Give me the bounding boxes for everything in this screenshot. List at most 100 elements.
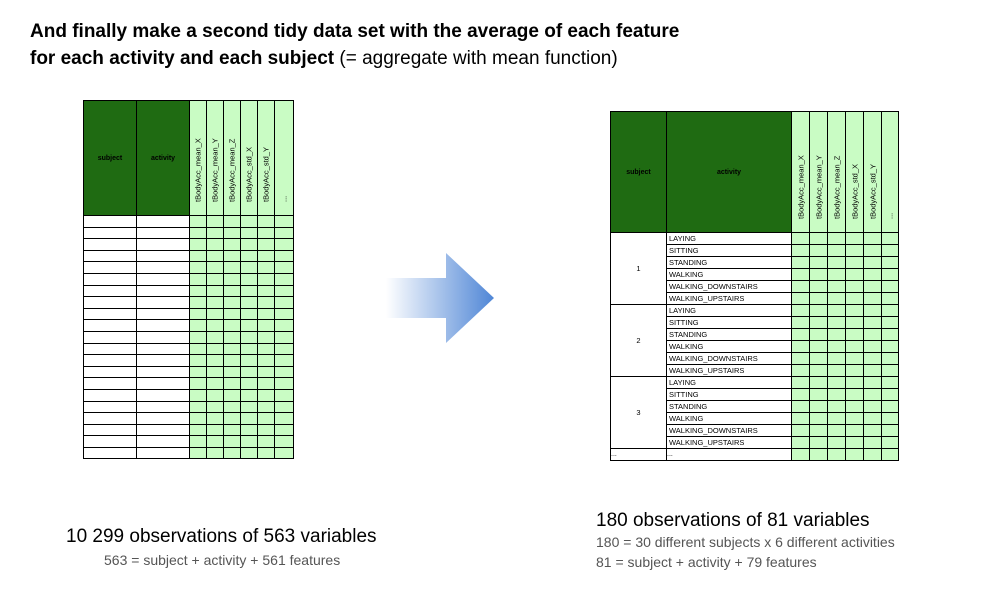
- right-feature-cell: [863, 436, 882, 449]
- right-feature-cell: [809, 352, 828, 365]
- left-table-row: [83, 249, 294, 263]
- left-table-row: [83, 330, 294, 344]
- left-feature-cell: [240, 388, 258, 402]
- left-feature-cell: [189, 377, 207, 390]
- left-feature-cell: [206, 238, 224, 251]
- left-feature-cell: [206, 261, 224, 274]
- left-feature-cell: [257, 261, 275, 274]
- right-feature-cell: [791, 244, 810, 257]
- left-feature-cell: [274, 307, 294, 321]
- right-table-row: SITTING: [611, 316, 899, 329]
- left-feature-cell: [206, 388, 224, 402]
- left-subject-cell: [83, 215, 137, 228]
- left-feature-cell: [223, 435, 241, 448]
- left-feature-cell: [206, 249, 224, 263]
- right-feature-cell: [845, 304, 864, 317]
- right-feature-cell: [809, 232, 828, 245]
- left-feature-cell: [257, 446, 275, 460]
- left-activity-cell: [136, 319, 190, 332]
- right-caption: 180 observations of 81 variables: [596, 510, 870, 531]
- right-feature-cell: [827, 328, 846, 341]
- left-feature-cell: [223, 400, 241, 414]
- left-table-row: [83, 272, 294, 286]
- left-feature-cell: [223, 365, 241, 379]
- title-line-2-bold: for each activity and each subject: [30, 48, 335, 69]
- left-feature-cell: [257, 238, 275, 251]
- left-activity-cell: [136, 272, 190, 286]
- left-feature-cell: [206, 272, 224, 286]
- left-feature-cell: [189, 365, 207, 379]
- right-feature-cell: [827, 340, 846, 353]
- right-feature-cell: [827, 400, 846, 413]
- left-table-row: [83, 284, 294, 298]
- right-feature-cell: [827, 316, 846, 329]
- left-table-row: [83, 446, 294, 460]
- slide-title: And finally make a second tidy data set …: [30, 18, 679, 72]
- right-table-row: SITTING: [611, 244, 899, 257]
- left-feature-cell: [223, 342, 241, 356]
- right-activity-cell: WALKING_UPSTAIRS: [666, 292, 792, 305]
- right-table-row: WALKING: [611, 412, 899, 425]
- left-feature-cell: [223, 238, 241, 251]
- left-subject-cell: [83, 446, 137, 460]
- right-feature-cell: [881, 304, 899, 317]
- right-feature-cell: [845, 388, 864, 401]
- right-feature-cell: [863, 304, 882, 317]
- left-feature-cell: [274, 388, 294, 402]
- left-subject-cell: [83, 423, 137, 437]
- right-ellipsis-row: ......: [610, 448, 899, 461]
- left-table-row: [83, 412, 294, 425]
- right-feature-cell: [809, 412, 828, 425]
- right-feature-cell: [827, 304, 846, 317]
- right-activity-cell: WALKING_DOWNSTAIRS: [666, 280, 792, 293]
- left-header-row: subject activity tBodyAcc_mean_X tBodyAc…: [83, 100, 294, 216]
- right-feature-cell: [845, 436, 864, 449]
- left-feature-cell: [223, 284, 241, 298]
- right-activity-cell: LAYING: [666, 232, 792, 245]
- left-feature-cell: [240, 307, 258, 321]
- right-feature-cell: [863, 412, 882, 425]
- left-feature-cell: [240, 330, 258, 344]
- left-feature-cell: [274, 446, 294, 460]
- left-activity-cell: [136, 330, 190, 344]
- left-feature-cell: [257, 377, 275, 390]
- right-feature-cell: [863, 340, 882, 353]
- right-feature-cell: [791, 292, 810, 305]
- left-feature-cell: [189, 272, 207, 286]
- right-subject-cell: 1: [610, 232, 667, 305]
- right-feature-cell: [863, 244, 882, 257]
- left-feature-cell: [223, 226, 241, 240]
- left-feature-cell: [240, 423, 258, 437]
- left-subject-cell: [83, 388, 137, 402]
- right-activity-cell: STANDING: [666, 400, 792, 413]
- right-feature-cell: [809, 376, 828, 389]
- right-feature-cell: [881, 292, 899, 305]
- right-feature-cell: [863, 328, 882, 341]
- left-feature-cell: [189, 284, 207, 298]
- right-feature-cell: [827, 232, 846, 245]
- left-table-row: [83, 238, 294, 251]
- left-feature-cell: [223, 307, 241, 321]
- left-feature-cell: [189, 388, 207, 402]
- right-feature-cell: [827, 256, 846, 269]
- left-feature-cell: [189, 423, 207, 437]
- right-feature-cell: [809, 292, 828, 305]
- right-feature-header: tBodyAcc_mean_Y: [809, 111, 828, 233]
- right-subject-cell: 2: [610, 304, 667, 377]
- right-feature-cell: [791, 448, 810, 461]
- right-feature-cell: [791, 316, 810, 329]
- left-feature-cell: [274, 215, 294, 228]
- left-feature-cell: [223, 249, 241, 263]
- right-activity-cell: STANDING: [666, 256, 792, 269]
- left-feature-header: tBodyAcc_mean_Z: [223, 100, 241, 216]
- left-feature-cell: [189, 307, 207, 321]
- right-feature-cell: [791, 424, 810, 437]
- right-feature-cell: [827, 436, 846, 449]
- left-feature-cell: [240, 377, 258, 390]
- left-subject-cell: [83, 377, 137, 390]
- left-feature-cell: [257, 215, 275, 228]
- left-caption: 10 299 observations of 563 variables: [66, 526, 377, 547]
- left-feature-cell: [206, 377, 224, 390]
- left-feature-cell: [189, 319, 207, 332]
- left-table-row: [83, 296, 294, 309]
